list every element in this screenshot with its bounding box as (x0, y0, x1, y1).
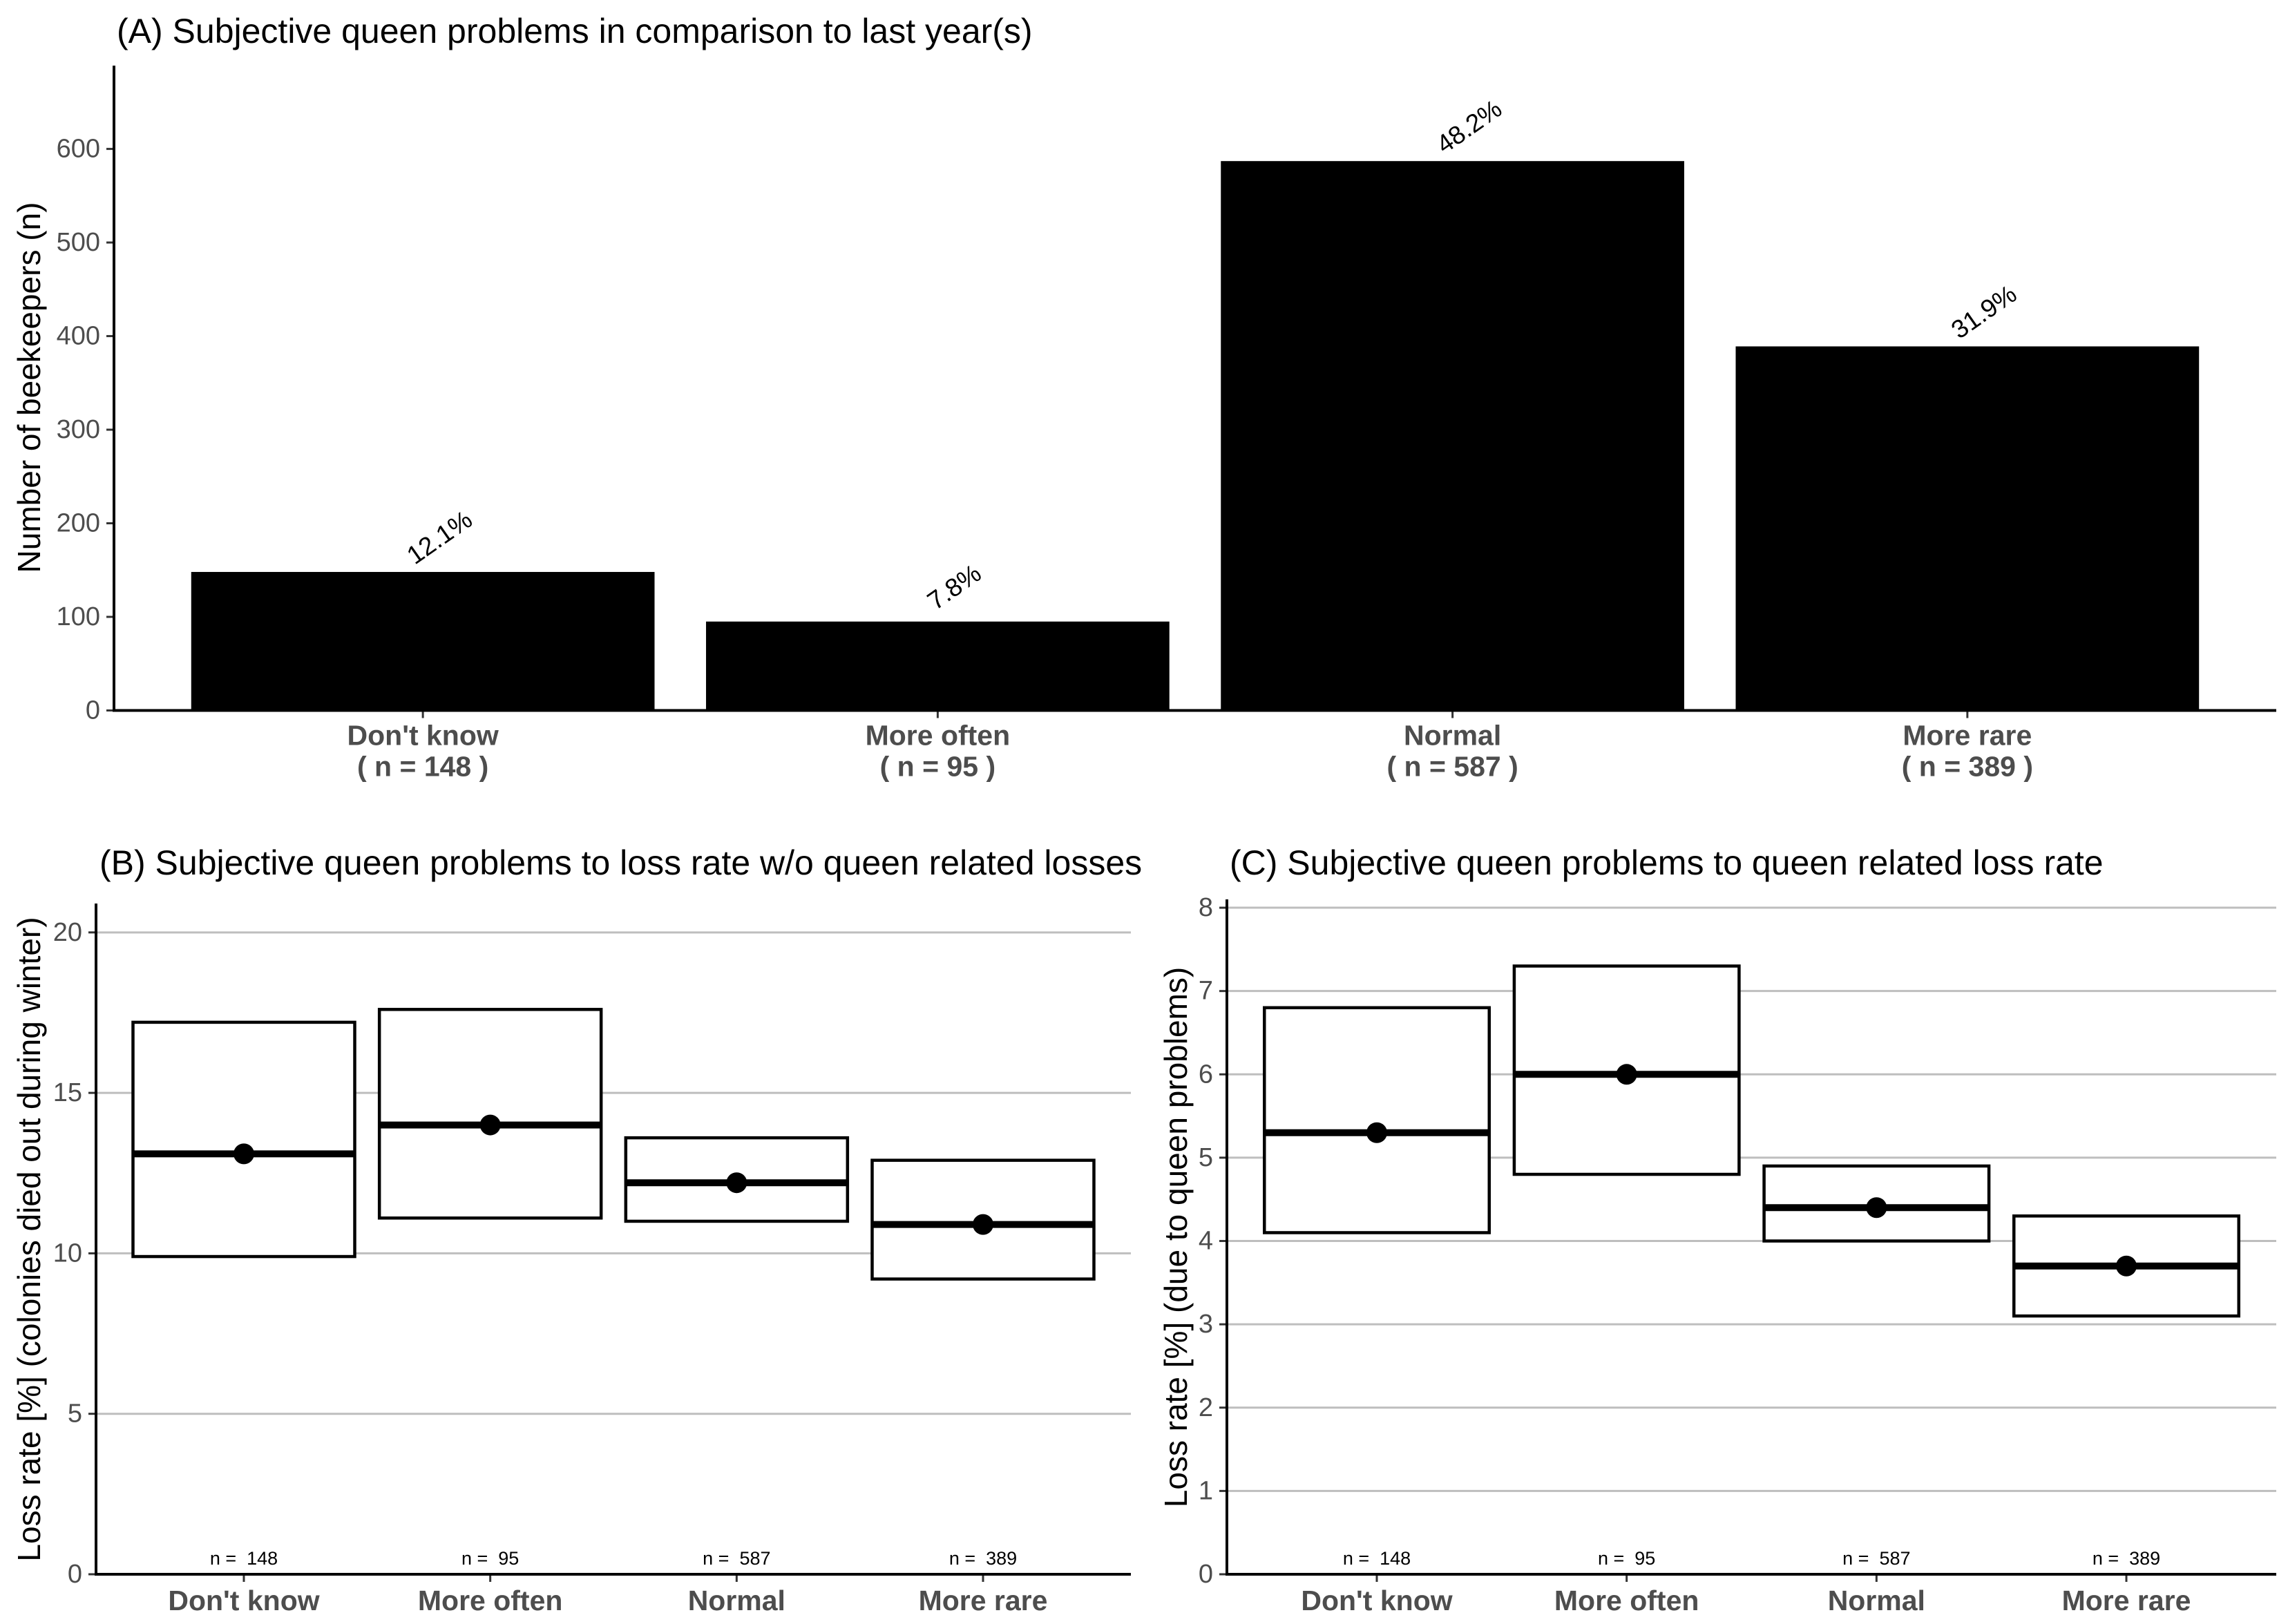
mean-point-more-rare (2116, 1255, 2137, 1277)
y-tick-label: 600 (57, 135, 100, 164)
panel-b-plot-area: 0 5 10 15 20 n = 148 Don't know n = 95 More ofte… (53, 904, 1131, 1616)
panel-c-y-axis-title: Loss rate [%] (due to queen problems) (1158, 967, 1194, 1507)
x-tick-label-normal: Normal (1828, 1585, 1925, 1616)
panel-a-y-axis-title: Number of beekeepers (n) (11, 202, 47, 573)
x-tick-label-more-often: More often (866, 720, 1011, 752)
y-tick-label: 15 (53, 1078, 82, 1107)
n-label-more-often: n = 95 (1598, 1548, 1655, 1569)
panel-a-title: (A) Subjective queen problems in compari… (117, 12, 1033, 50)
panel-a: (A) Subjective queen problems in compari… (11, 12, 2276, 783)
x-tick-label-more-rare: More rare (919, 1585, 1048, 1616)
n-label-more-rare: n = 389 (949, 1548, 1017, 1569)
ci-box-don-t-know (1263, 1006, 1491, 1234)
y-tick-label: 8 (1199, 893, 1213, 922)
bar-more-rare (1735, 346, 2200, 711)
bar-don-t-know (191, 571, 655, 711)
y-tick-label: 200 (57, 509, 100, 538)
y-tick-label: 1 (1199, 1476, 1213, 1505)
n-label-don-t-know: n = 148 (210, 1548, 278, 1569)
panel-c: (C) Subjective queen problems to queen r… (1158, 843, 2276, 1616)
mean-point-don-t-know (233, 1143, 254, 1165)
panel-c-title: (C) Subjective queen problems to queen r… (1230, 843, 2104, 882)
n-label-more-rare: n = 389 (2092, 1548, 2160, 1569)
mean-point-normal (726, 1172, 747, 1194)
mean-point-more-often (1616, 1064, 1637, 1085)
mean-point-more-rare (973, 1214, 993, 1235)
panel-b-title: (B) Subjective queen problems to loss ra… (99, 843, 1142, 882)
n-label-more-often: n = 95 (461, 1548, 519, 1569)
x-tick-n-label-more-rare: ( n = 389 ) (1902, 751, 2033, 783)
x-tick-n-label-don-t-know: ( n = 148 ) (357, 751, 488, 783)
ci-box-more-often (377, 1008, 603, 1220)
x-tick-label-don-t-know: Don't know (1301, 1585, 1452, 1616)
x-tick-label-don-t-know: Don't know (347, 720, 499, 752)
y-tick-label: 400 (57, 322, 100, 351)
mean-point-normal (1866, 1197, 1887, 1219)
y-tick-label: 4 (1199, 1227, 1213, 1256)
n-label-normal: n = 587 (703, 1548, 770, 1569)
mean-point-more-often (479, 1114, 501, 1136)
x-tick-label-don-t-know: Don't know (168, 1585, 319, 1616)
panel-c-plot-area: 0 1 2 3 4 5 6 7 8 n = 148 Don't know n = 95 More oft… (1199, 893, 2276, 1616)
n-label-don-t-know: n = 148 (1343, 1548, 1411, 1569)
y-tick-label: 7 (1199, 977, 1213, 1006)
y-tick-label: 10 (53, 1239, 82, 1268)
y-tick-label: 5 (1199, 1143, 1213, 1172)
y-tick-label: 20 (53, 918, 82, 947)
y-tick-label: 5 (68, 1399, 82, 1429)
y-tick-label: 6 (1199, 1060, 1213, 1089)
x-tick-n-label-more-often: ( n = 95 ) (880, 751, 995, 783)
y-tick-label: 300 (57, 415, 100, 444)
x-tick-label-more-often: More often (1554, 1585, 1699, 1616)
x-tick-label-more-rare: More rare (1903, 720, 2032, 752)
x-tick-label-more-rare: More rare (2062, 1585, 2191, 1616)
n-label-normal: n = 587 (1842, 1548, 1910, 1569)
x-tick-label-more-often: More often (418, 1585, 563, 1616)
mean-point-don-t-know (1366, 1122, 1387, 1143)
panel-b: (B) Subjective queen problems to loss ra… (11, 843, 1142, 1616)
y-tick-label: 0 (68, 1560, 82, 1589)
bar-normal (1221, 161, 1684, 711)
y-tick-label: 100 (57, 602, 100, 631)
y-tick-label: 3 (1199, 1310, 1213, 1339)
x-tick-label-normal: Normal (1404, 720, 1501, 752)
panel-b-y-axis-title: Loss rate [%] (colonies died out during … (11, 917, 47, 1561)
x-tick-label-normal: Normal (688, 1585, 785, 1616)
bar-more-often (706, 621, 1170, 711)
y-tick-label: 0 (86, 696, 100, 725)
ci-box-don-t-know (131, 1020, 356, 1259)
x-tick-n-label-normal: ( n = 587 ) (1386, 751, 1518, 783)
y-tick-label: 0 (1199, 1560, 1213, 1589)
y-tick-label: 500 (57, 228, 100, 257)
y-tick-label: 2 (1199, 1393, 1213, 1422)
